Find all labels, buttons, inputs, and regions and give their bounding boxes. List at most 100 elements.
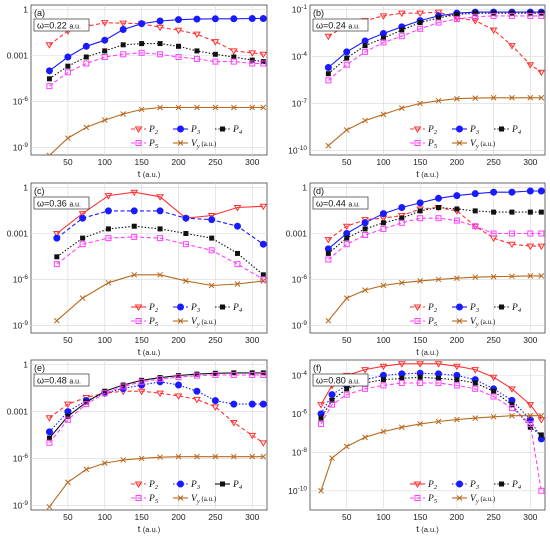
legend-marker	[177, 318, 184, 324]
data-point	[79, 214, 87, 222]
omega-label: ω=0.44 a.u.	[316, 199, 360, 209]
x-tick-label: 300	[523, 157, 537, 167]
data-point	[212, 371, 219, 378]
legend-item: P2	[131, 480, 159, 491]
data-point	[434, 361, 443, 368]
legend-label: P2	[148, 303, 159, 314]
data-point	[527, 424, 533, 430]
data-point	[259, 400, 267, 408]
series-line-3	[328, 217, 542, 260]
data-point	[260, 453, 267, 460]
data-point	[324, 63, 332, 71]
data-point	[46, 503, 53, 510]
legend-label: Vy (a.u.)	[470, 139, 496, 150]
data-point	[229, 419, 238, 427]
data-point	[193, 387, 201, 395]
data-point	[537, 417, 545, 424]
data-point	[259, 203, 267, 211]
data-point	[397, 361, 406, 368]
y-tick-label: 10-6	[13, 274, 29, 285]
x-tick-label: 250	[487, 335, 501, 345]
legend-item: Vy (a.u.)	[452, 139, 496, 150]
data-point	[490, 94, 497, 101]
data-point	[380, 39, 387, 46]
legend-marker	[456, 125, 463, 133]
legend-label: P4	[511, 125, 522, 136]
data-point	[325, 142, 332, 149]
x-tick-label: 300	[245, 335, 259, 345]
data-point	[139, 41, 145, 47]
x-tick-label: 200	[450, 157, 464, 167]
x-tick-label: 200	[171, 157, 185, 167]
y-tick-label: 10-9	[13, 500, 29, 511]
data-point	[130, 207, 138, 215]
data-point	[417, 100, 424, 107]
legend-label: P5	[427, 317, 438, 328]
data-point	[527, 412, 534, 419]
legend-item: P3	[452, 480, 480, 491]
x-axis-label: t (a.u.)	[138, 347, 161, 357]
data-point	[538, 209, 544, 215]
legend: P2 P3 P4 P5 Vy (a.u.)	[131, 480, 243, 505]
data-point	[175, 453, 182, 460]
data-point	[361, 219, 369, 227]
legend-marker	[456, 318, 463, 324]
y-tick-label: 0.001	[286, 229, 308, 239]
legend-item: P5	[410, 494, 438, 505]
data-point	[211, 404, 220, 411]
panel-2: 50 100 150 200 250 300 1 0.001 10-6 10-9 t (a.u.) (…	[7, 183, 268, 357]
data-point	[46, 83, 53, 90]
data-point	[324, 237, 333, 244]
y-tick-label: 10-9	[13, 142, 29, 153]
data-point	[101, 390, 108, 397]
data-point	[53, 261, 60, 268]
series-group	[45, 370, 267, 510]
data-point	[156, 207, 164, 215]
data-point	[490, 12, 497, 19]
x-tick-label: 250	[208, 335, 222, 345]
data-point	[211, 39, 220, 46]
legend-marker	[135, 140, 142, 146]
data-point	[131, 223, 137, 229]
data-point	[380, 428, 387, 435]
legend-label: Vy (a.u.)	[470, 317, 496, 328]
data-point	[248, 432, 257, 440]
legend-item: Vy (a.u.)	[173, 139, 217, 150]
data-point	[489, 374, 498, 382]
data-point	[538, 432, 544, 438]
legend-label: P5	[148, 494, 159, 505]
series-line-4	[320, 415, 542, 491]
data-point	[176, 373, 181, 379]
legend-marker	[456, 140, 463, 146]
data-point	[416, 361, 425, 368]
data-point	[139, 377, 145, 383]
data-point	[362, 48, 369, 55]
data-point	[380, 35, 386, 41]
data-point	[343, 391, 350, 398]
legend-marker	[499, 304, 504, 310]
x-tick-label: 50	[342, 335, 352, 345]
x-tick-label: 150	[135, 512, 149, 522]
data-point	[78, 211, 87, 218]
data-point	[508, 230, 515, 237]
omega-label: ω=0.48 a.u.	[37, 376, 81, 386]
data-point	[230, 453, 237, 460]
legend-label: P3	[469, 303, 480, 314]
data-point	[83, 60, 90, 67]
data-point	[453, 192, 461, 200]
data-point	[472, 13, 479, 20]
data-point	[235, 250, 240, 256]
data-point	[537, 69, 545, 77]
legend-label: P2	[427, 303, 438, 314]
data-point	[380, 377, 386, 383]
data-point	[137, 388, 146, 396]
data-point	[328, 391, 336, 399]
y-tick-label: 1	[302, 183, 307, 193]
data-point	[138, 455, 145, 462]
data-point	[471, 190, 479, 198]
data-point	[436, 15, 442, 21]
data-point	[526, 402, 535, 409]
data-point	[175, 53, 182, 60]
y-tick-label: 10-9	[292, 320, 308, 331]
data-point	[212, 58, 219, 65]
